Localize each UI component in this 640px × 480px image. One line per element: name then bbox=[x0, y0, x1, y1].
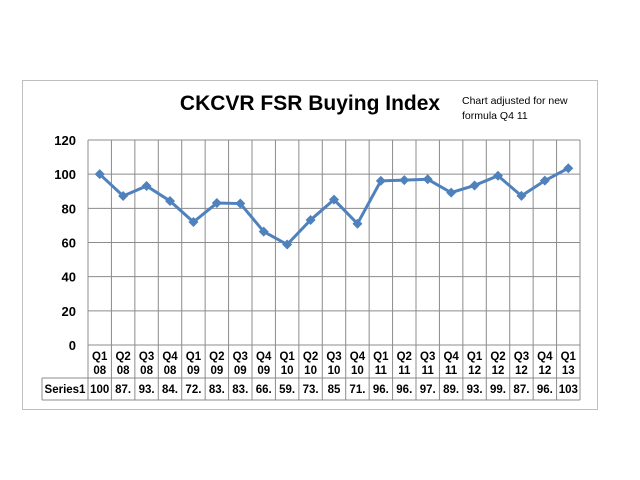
y-tick-label: 20 bbox=[62, 304, 76, 319]
x-tick-label: Q2 bbox=[209, 351, 224, 363]
data-table-value: 99. bbox=[490, 384, 506, 396]
x-tick-label: 11 bbox=[445, 365, 458, 377]
data-table-value: 66. bbox=[256, 384, 272, 396]
data-point-marker bbox=[329, 194, 339, 205]
data-point-marker bbox=[375, 175, 386, 186]
data-point-marker bbox=[282, 239, 293, 250]
data-table-value: 85 bbox=[328, 384, 341, 396]
x-tick-label: Q3 bbox=[514, 351, 529, 363]
data-point-marker bbox=[258, 226, 269, 237]
x-tick-label: 11 bbox=[422, 365, 435, 377]
data-table-value: 83. bbox=[209, 384, 225, 396]
data-table-value: 93. bbox=[467, 384, 483, 396]
x-tick-label: Q2 bbox=[397, 351, 412, 363]
chart-annotation: Chart adjusted for new formula Q4 11 bbox=[462, 95, 568, 122]
chart-title: CKCVR FSR Buying Index bbox=[179, 92, 441, 115]
data-point-marker bbox=[94, 169, 105, 180]
chart-frame bbox=[22, 80, 598, 410]
data-table-value: 87. bbox=[513, 384, 529, 396]
data-point-marker bbox=[446, 187, 457, 198]
x-tick-label: Q2 bbox=[115, 351, 130, 363]
x-tick-label: Q3 bbox=[326, 351, 341, 363]
x-tick-label: 09 bbox=[187, 365, 200, 377]
data-point-marker bbox=[399, 175, 410, 186]
data-point-marker bbox=[165, 195, 175, 206]
x-tick-label: 10 bbox=[281, 365, 294, 377]
data-point-marker bbox=[305, 214, 316, 225]
y-tick-label: 80 bbox=[62, 201, 76, 216]
data-point-marker bbox=[493, 170, 503, 181]
data-table-value: 93. bbox=[139, 384, 155, 396]
data-table-value: 87. bbox=[115, 384, 131, 396]
data-point-marker bbox=[352, 218, 363, 229]
x-tick-label: Q4 bbox=[537, 351, 553, 363]
x-tick-label: Q4 bbox=[350, 351, 366, 363]
y-tick-label: 60 bbox=[62, 236, 76, 251]
x-tick-label: 12 bbox=[468, 365, 481, 377]
x-tick-label: Q2 bbox=[303, 351, 318, 363]
x-tick-label: Q3 bbox=[233, 351, 248, 363]
data-point-marker bbox=[539, 175, 550, 186]
x-tick-label: Q1 bbox=[186, 351, 202, 363]
x-tick-label: Q4 bbox=[443, 351, 459, 363]
x-tick-label: 08 bbox=[117, 365, 130, 377]
data-point-marker bbox=[118, 191, 129, 202]
y-tick-label: 100 bbox=[54, 167, 76, 182]
data-table-value: 97. bbox=[420, 384, 436, 396]
x-tick-label: 11 bbox=[375, 365, 388, 377]
x-tick-label: 11 bbox=[398, 365, 411, 377]
x-tick-label: Q1 bbox=[279, 351, 295, 363]
data-point-marker bbox=[188, 217, 199, 227]
data-table-value: 83. bbox=[232, 384, 248, 396]
data-point-marker bbox=[211, 198, 222, 209]
x-tick-label: Q1 bbox=[92, 351, 108, 363]
x-tick-label: 10 bbox=[304, 365, 317, 377]
x-tick-label: 09 bbox=[210, 365, 223, 377]
data-table-value: 89. bbox=[443, 384, 459, 396]
x-tick-label: 08 bbox=[140, 365, 153, 377]
data-table-value: 73. bbox=[303, 384, 319, 396]
y-tick-label: 120 bbox=[54, 133, 76, 148]
data-point-marker bbox=[563, 163, 574, 174]
y-tick-label: 40 bbox=[62, 270, 76, 285]
data-table-value: 103 bbox=[559, 384, 578, 396]
data-point-marker bbox=[141, 180, 152, 191]
data-table-value: 96. bbox=[537, 384, 553, 396]
data-point-marker bbox=[235, 198, 246, 209]
x-tick-label: Q3 bbox=[139, 351, 154, 363]
x-tick-label: 08 bbox=[164, 365, 177, 377]
data-table-value: 71. bbox=[349, 384, 365, 396]
y-tick-label: 0 bbox=[69, 338, 76, 353]
x-tick-label: 12 bbox=[515, 365, 528, 377]
x-tick-label: Q4 bbox=[256, 351, 272, 363]
series-label: Series1 bbox=[45, 384, 87, 396]
x-tick-label: 10 bbox=[328, 365, 341, 377]
x-tick-label: 10 bbox=[351, 365, 364, 377]
x-tick-label: 09 bbox=[234, 365, 247, 377]
x-tick-label: 13 bbox=[562, 365, 575, 377]
x-tick-label: Q4 bbox=[162, 351, 178, 363]
data-table-value: 59. bbox=[279, 384, 295, 396]
x-tick-label: Q1 bbox=[373, 351, 389, 363]
data-table-value: 96. bbox=[373, 384, 389, 396]
data-point-marker bbox=[469, 180, 480, 191]
x-tick-label: Q3 bbox=[420, 351, 435, 363]
x-tick-label: Q1 bbox=[467, 351, 483, 363]
x-tick-label: 12 bbox=[492, 365, 505, 377]
x-tick-label: Q2 bbox=[490, 351, 505, 363]
x-tick-label: 09 bbox=[257, 365, 270, 377]
data-point-marker bbox=[516, 190, 527, 201]
x-tick-label: 08 bbox=[93, 365, 106, 377]
data-table-value: 100 bbox=[90, 384, 109, 396]
x-tick-label: 12 bbox=[538, 365, 551, 377]
x-tick-label: Q1 bbox=[561, 351, 577, 363]
data-point-marker bbox=[422, 174, 433, 185]
data-table-value: 96. bbox=[396, 384, 412, 396]
data-table-value: 72. bbox=[185, 384, 201, 396]
data-table-value: 84. bbox=[162, 384, 178, 396]
